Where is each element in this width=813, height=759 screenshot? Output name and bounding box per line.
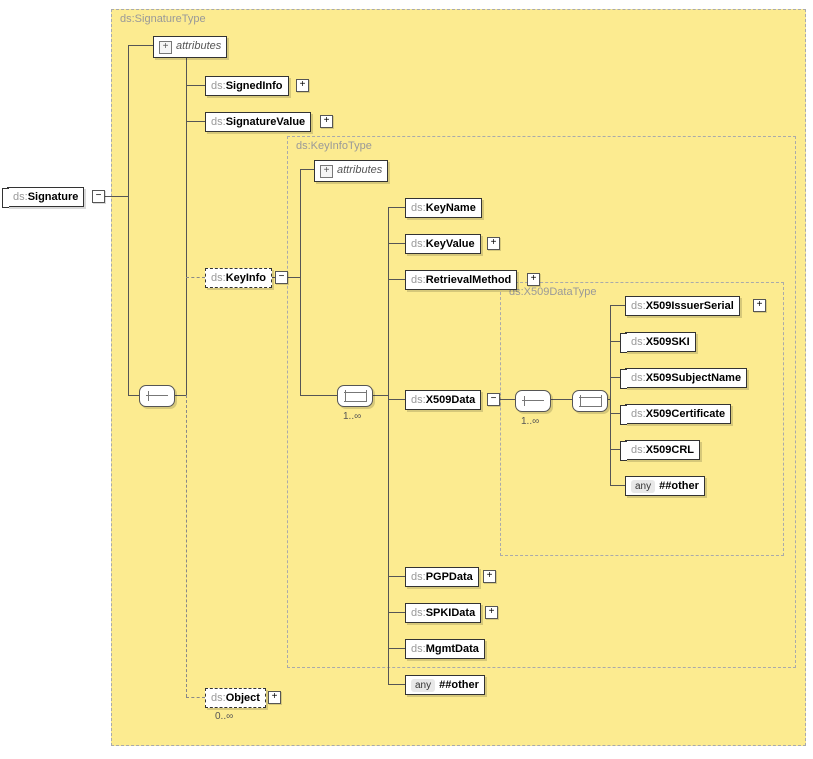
choice-compositor-x509[interactable] [572,390,608,412]
node-signature[interactable]: ds:Signature [7,187,84,207]
connector [300,169,301,395]
node-signedinfo[interactable]: ds:SignedInfo [205,76,289,96]
node-x509certificate[interactable]: ds:X509Certificate [625,404,731,424]
cardinality-label: 1..∞ [521,416,539,427]
connector [128,45,153,46]
expand-toggle-icon[interactable]: + [320,115,333,128]
node-retrievalmethod[interactable]: ds:RetrievalMethod [405,270,517,290]
node-keyvalue[interactable]: ds:KeyValue [405,234,481,254]
connector [388,684,405,685]
connector [388,243,405,244]
node-x509subjectname[interactable]: ds:X509SubjectName [625,368,747,388]
node-x509crl[interactable]: ds:X509CRL [625,440,700,460]
expand-toggle-icon[interactable]: + [487,237,500,250]
node-keyname[interactable]: ds:KeyName [405,198,482,218]
attributes-node[interactable]: +attributes [314,160,388,182]
node-x509ski[interactable]: ds:X509SKI [625,332,696,352]
plus-icon: + [159,41,172,54]
node-any-other[interactable]: any##other [405,675,485,695]
connector [300,395,337,396]
region-label-keyinfo-type: ds:KeyInfoType [296,140,372,152]
node-x509issuerserial[interactable]: ds:X509IssuerSerial [625,296,740,316]
node-pgpdata[interactable]: ds:PGPData [405,567,479,587]
connector [128,45,129,196]
expand-toggle-icon[interactable]: + [753,299,766,312]
node-keyinfo[interactable]: ds:KeyInfo [205,268,272,288]
region-label-x509data-type: ds:X509DataType [509,286,596,298]
connector [128,395,139,396]
connector [371,395,388,396]
expand-toggle-icon[interactable]: + [485,606,498,619]
expand-toggle-icon[interactable]: + [296,79,309,92]
choice-compositor-keyinfo[interactable] [337,385,373,407]
connector [388,648,405,649]
expand-toggle-icon[interactable]: − [275,271,288,284]
connector [388,399,405,400]
connector [300,169,314,170]
connector [186,697,205,698]
connector [186,395,187,697]
connector [388,576,405,577]
sequence-compositor[interactable] [139,385,175,407]
attributes-node[interactable]: +attributes [153,36,227,58]
connector [186,121,205,122]
expand-toggle-icon[interactable]: + [483,570,496,583]
connector [610,305,625,306]
plus-icon: + [320,165,333,178]
connector [549,399,572,400]
expand-toggle-icon[interactable]: + [527,273,540,286]
node-spkidata[interactable]: ds:SPKIData [405,603,481,623]
connector [610,485,625,486]
node-any-other[interactable]: any##other [625,476,705,496]
connector [610,305,611,485]
expand-toggle-icon[interactable]: − [92,190,105,203]
node-mgmtdata[interactable]: ds:MgmtData [405,639,485,659]
node-signaturevalue[interactable]: ds:SignatureValue [205,112,311,132]
node-x509data[interactable]: ds:X509Data [405,390,481,410]
connector [388,207,405,208]
expand-toggle-icon[interactable]: − [487,393,500,406]
connector [186,85,205,86]
region-label-signature-type: ds:SignatureType [120,13,206,25]
expand-toggle-icon[interactable]: + [268,691,281,704]
connector [186,277,205,278]
cardinality-label: 1..∞ [343,411,361,422]
canvas: { "regions": { "sigType": "ds:SignatureT… [0,0,813,759]
cardinality-label: 0..∞ [215,711,233,722]
connector [388,612,405,613]
node-object[interactable]: ds:Object [205,688,266,708]
connector [128,196,129,395]
connector [388,279,405,280]
sequence-compositor-x509[interactable] [515,390,551,412]
connector [186,45,187,395]
